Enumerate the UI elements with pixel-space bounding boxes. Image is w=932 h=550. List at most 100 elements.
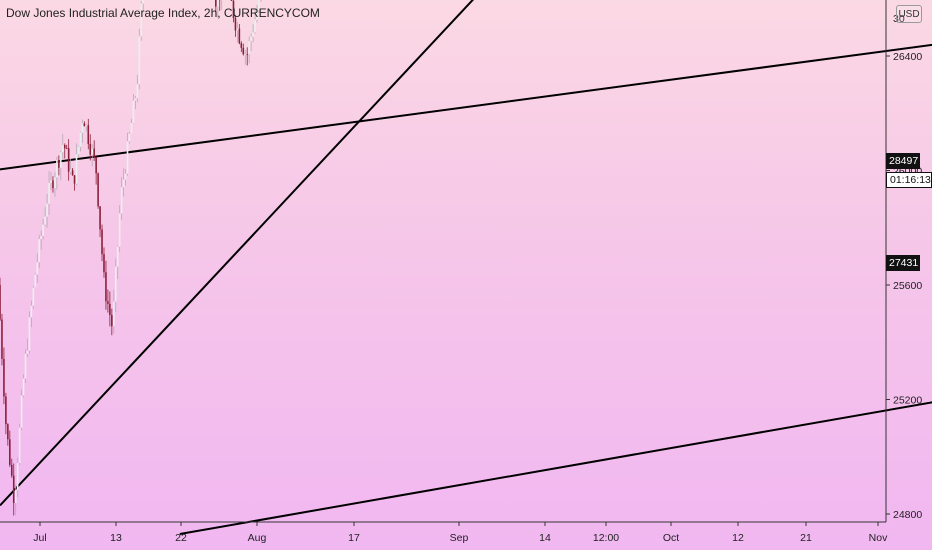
x-tick-label: 12 <box>732 532 744 544</box>
candle-body <box>14 490 17 503</box>
candle-body <box>26 350 29 354</box>
candle-body <box>75 154 78 184</box>
candle-body <box>142 0 145 4</box>
x-tick-label: 22 <box>175 532 187 544</box>
y-tick-label: 25200 <box>893 395 922 407</box>
candle-body <box>105 272 107 302</box>
candle-body <box>93 148 95 158</box>
candle-body <box>36 262 39 275</box>
candle-body <box>236 28 239 31</box>
candle-body <box>10 464 13 476</box>
x-tick-label: Nov <box>869 532 888 544</box>
candle-body <box>242 47 245 55</box>
candle-body <box>28 317 31 351</box>
candle-body <box>71 170 74 176</box>
candle-body <box>215 0 217 7</box>
candle-body <box>238 28 241 44</box>
currency-button[interactable]: USD <box>896 5 922 23</box>
candle-body <box>230 0 233 1</box>
candle-body <box>40 236 43 240</box>
candle-body <box>3 358 5 397</box>
candle-body <box>101 229 103 255</box>
candle-body <box>22 378 25 396</box>
y-tick-label: 24800 <box>893 509 922 521</box>
candle-body <box>46 203 48 217</box>
candle-body <box>69 170 72 172</box>
candle-body <box>48 182 50 204</box>
candle-body <box>44 216 46 225</box>
x-tick-label: Sep <box>450 532 469 544</box>
candle-body <box>63 145 66 149</box>
x-ticks: Jul 13 22 Aug 17 Sep 14 12:00 Oct 12 21 Nov <box>33 522 888 544</box>
candle-body <box>18 427 21 463</box>
candle-body <box>132 100 135 124</box>
candle-body <box>38 239 41 263</box>
dashed-level-tag: 27431 <box>886 255 920 271</box>
candle-body <box>136 84 139 99</box>
candle-body <box>58 160 60 168</box>
candle-body <box>0 285 1 320</box>
candle-body <box>24 353 27 379</box>
candles <box>0 0 262 516</box>
candle-body <box>124 173 127 180</box>
candle-body <box>97 173 99 207</box>
candle-body <box>107 301 109 304</box>
candle-body <box>54 177 56 189</box>
countdown-tag: 01:16:13 <box>886 172 932 188</box>
trend-lines <box>0 0 932 536</box>
candle-body <box>114 266 117 302</box>
candle-body <box>77 146 80 155</box>
line-trend-middle <box>0 43 932 171</box>
candle-body <box>234 18 237 31</box>
candle-body <box>65 148 68 150</box>
candle-body <box>134 98 137 101</box>
candle-body <box>118 213 121 247</box>
candle-body <box>258 0 260 11</box>
candle-body <box>112 301 115 327</box>
candle-body <box>140 3 143 37</box>
candle-body <box>103 254 105 273</box>
candle-body <box>89 143 92 155</box>
candle-body <box>12 475 15 503</box>
y-tick-label-top: 30 <box>893 13 905 25</box>
candle-body <box>34 274 37 288</box>
candle-body <box>138 36 141 85</box>
x-tick-label: 12:00 <box>593 532 619 544</box>
candle-body <box>16 462 19 491</box>
candle-body <box>67 148 70 172</box>
x-tick-label: Oct <box>663 532 679 544</box>
candle-body <box>232 0 235 19</box>
candle-body <box>116 246 119 267</box>
candle-body <box>7 424 9 440</box>
candle-body <box>122 179 125 188</box>
y-tick-label: 26400 <box>893 51 922 63</box>
candle-body <box>109 303 111 316</box>
candle-body <box>87 125 90 144</box>
candle-body <box>254 19 256 33</box>
candle-body <box>248 41 250 54</box>
x-tick-label: 17 <box>348 532 360 544</box>
candle-body <box>250 36 252 42</box>
candle-body <box>85 125 88 127</box>
candle-body <box>120 187 123 214</box>
x-tick-label: 14 <box>539 532 551 544</box>
candle-body <box>50 180 52 183</box>
candle-body <box>56 160 58 178</box>
candle-body <box>60 152 62 168</box>
candle-body <box>244 53 247 55</box>
candle-body <box>1 319 3 359</box>
candle-body <box>99 206 101 230</box>
line-trend-rising <box>0 0 475 507</box>
candle-body <box>32 287 35 306</box>
candle-body <box>42 224 44 237</box>
candle-body <box>30 305 33 318</box>
x-tick-label: 21 <box>800 532 812 544</box>
chart-title: Dow Jones Industrial Average Index, 2h, … <box>6 6 320 20</box>
candle-body <box>130 123 133 134</box>
x-tick-label: 13 <box>110 532 122 544</box>
candle-body <box>5 396 7 425</box>
candle-body <box>9 439 11 465</box>
candle-body <box>91 148 94 155</box>
candle-body <box>83 123 86 127</box>
